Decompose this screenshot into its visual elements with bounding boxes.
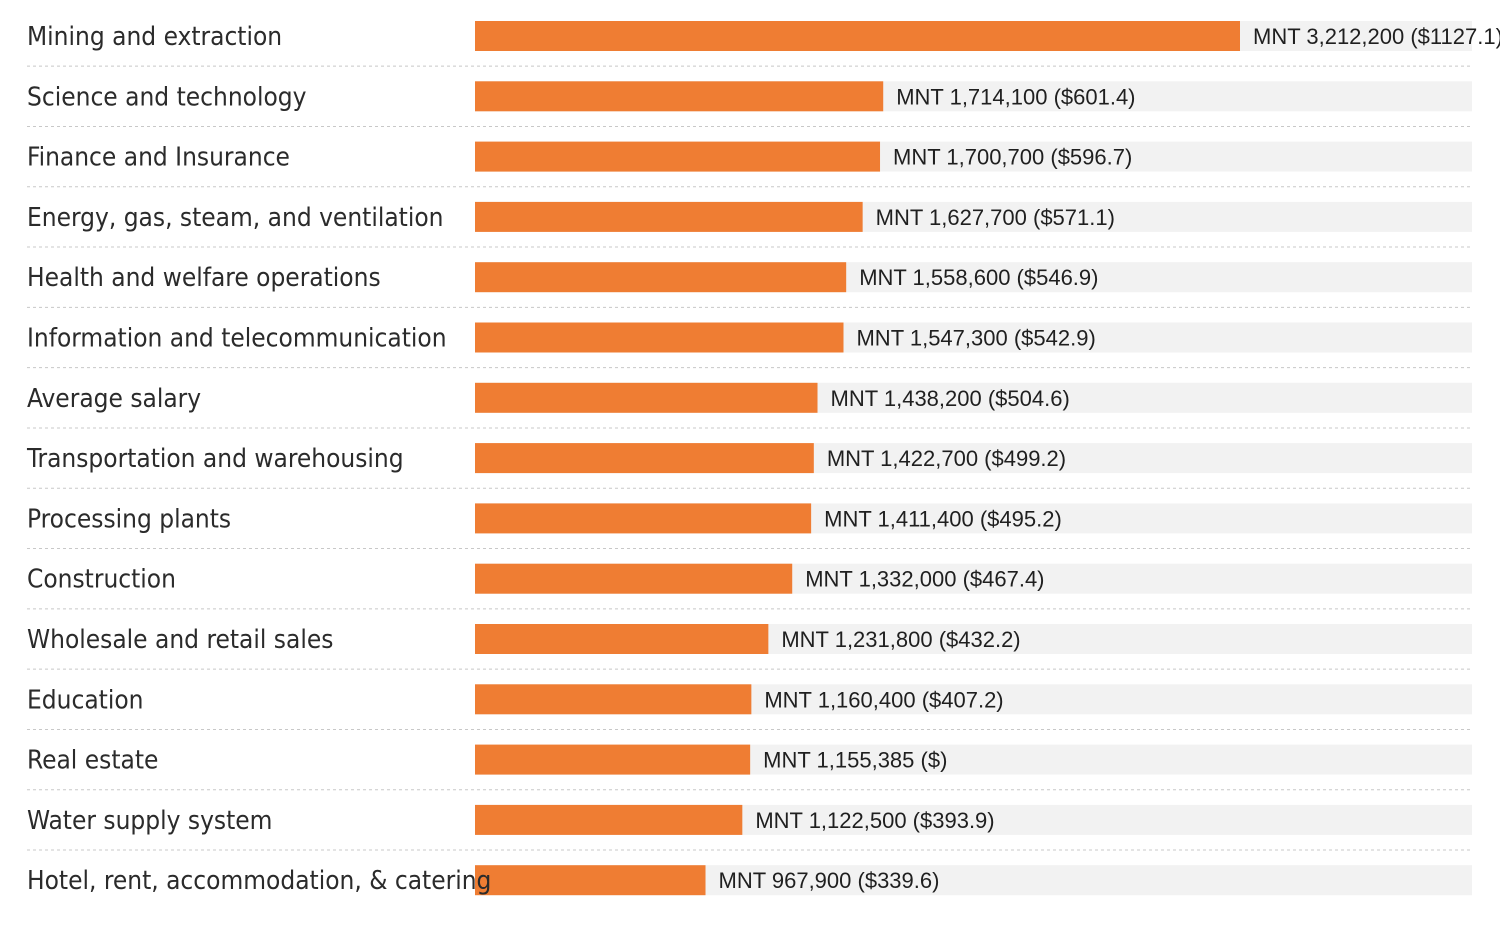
bar-row: Mining and extraction MNT 3,212,200 ($112… <box>27 21 1500 67</box>
data-label: MNT 1,122,500 ($393.9) <box>755 808 994 833</box>
category-label: Construction <box>27 565 176 595</box>
bar-row: Construction MNT 1,332,000 ($467.4) <box>27 563 1472 610</box>
data-label: MNT 967,900 ($339.6) <box>719 868 940 893</box>
bar-row: Science and technology MNT 1,714,100 ($60… <box>27 81 1472 127</box>
category-label: Science and technology <box>27 82 307 112</box>
bar <box>475 262 847 293</box>
category-label: Processing plants <box>27 504 231 534</box>
chart-rows: Mining and extraction MNT 3,212,200 ($112… <box>26 21 1500 896</box>
data-label: MNT 1,700,700 ($596.7) <box>893 145 1132 170</box>
bar <box>475 503 812 534</box>
bar-row: Average salary MNT 1,438,200 ($504.6) <box>27 382 1472 429</box>
bar-row: Finance and Insurance MNT 1,700,700 ($596… <box>27 141 1472 188</box>
bar <box>475 201 863 232</box>
bar <box>475 563 793 594</box>
bar <box>475 81 884 112</box>
category-label: Mining and extraction <box>27 22 282 52</box>
category-label: Information and telecommunication <box>27 324 447 354</box>
category-label: Real estate <box>27 746 158 776</box>
bar-row: Health and welfare operations MNT 1,558,6… <box>27 262 1472 308</box>
bar-row: Information and telecommunication MNT 1,5… <box>27 322 1472 369</box>
bar <box>475 804 743 835</box>
data-label: MNT 1,627,700 ($571.1) <box>876 205 1115 230</box>
category-label: Transportation and warehousing <box>26 444 404 474</box>
bar-row: Energy, gas, steam, and ventilation MNT 1… <box>27 201 1472 248</box>
bar <box>475 21 1240 51</box>
bar-row: Wholesale and retail sales MNT 1,231,800 … <box>27 624 1472 670</box>
data-label: MNT 1,231,800 ($432.2) <box>781 627 1020 652</box>
category-label: Wholesale and retail sales <box>27 625 333 655</box>
data-label: MNT 1,160,400 ($407.2) <box>764 687 1003 712</box>
bar <box>475 382 818 413</box>
data-label: MNT 3,212,200 ($1127.1) <box>1253 24 1500 49</box>
category-label: Average salary <box>27 384 201 414</box>
data-label: MNT 1,714,100 ($601.4) <box>896 84 1135 109</box>
category-label: Water supply system <box>27 806 272 836</box>
bar <box>475 141 881 172</box>
bar-row: Transportation and warehousing MNT 1,422,… <box>26 443 1472 489</box>
bar-row: Real estate MNT 1,155,385 ($) <box>27 744 1472 791</box>
data-label: MNT 1,558,600 ($546.9) <box>859 265 1098 290</box>
category-label: Health and welfare operations <box>27 263 381 293</box>
bar <box>475 744 751 775</box>
bar-row: Education MNT 1,160,400 ($407.2) <box>27 684 1472 730</box>
bar <box>475 624 769 654</box>
data-label: MNT 1,422,700 ($499.2) <box>827 446 1066 471</box>
data-label: MNT 1,332,000 ($467.4) <box>805 567 1044 592</box>
data-label: MNT 1,547,300 ($542.9) <box>856 326 1095 351</box>
bar-row: Processing plants MNT 1,411,400 ($495.2) <box>27 503 1472 550</box>
category-label: Finance and Insurance <box>27 143 290 173</box>
category-label: Education <box>27 685 143 715</box>
data-label: MNT 1,155,385 ($) <box>763 748 947 773</box>
data-label: MNT 1,411,400 ($495.2) <box>824 506 1062 531</box>
bar <box>475 443 814 474</box>
bar <box>475 684 752 715</box>
bar-row: Water supply system MNT 1,122,500 ($393.9… <box>27 804 1472 851</box>
data-label: MNT 1,438,200 ($504.6) <box>831 386 1070 411</box>
bar-row: Hotel, rent, accommodation, & catering MN… <box>27 865 1472 896</box>
bar <box>475 322 844 353</box>
category-label: Energy, gas, steam, and ventilation <box>27 203 443 233</box>
category-label: Hotel, rent, accommodation, & catering <box>27 866 491 896</box>
bar <box>475 865 706 896</box>
